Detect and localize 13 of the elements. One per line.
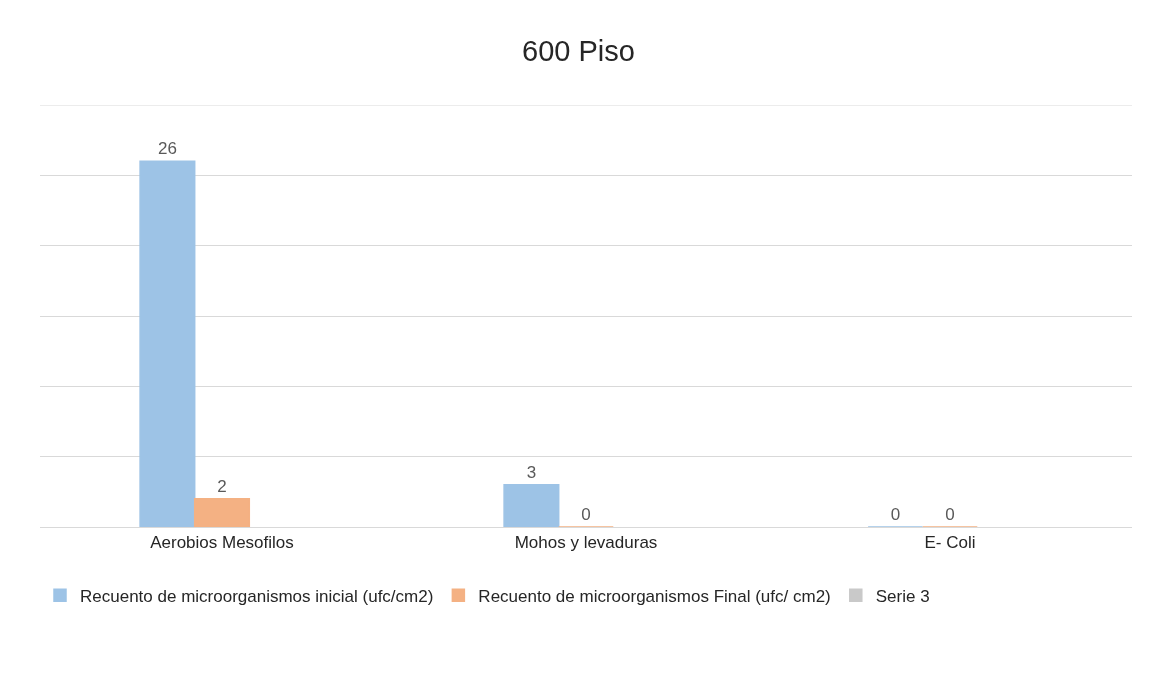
data-label: 3 bbox=[526, 462, 537, 482]
data-label: 0 bbox=[581, 505, 591, 524]
legend-label: Recuento de microorganismos inicial (ufc/cm2) bbox=[80, 586, 434, 606]
data-label: 0 bbox=[890, 505, 901, 524]
x-tick-label: E- Coli bbox=[924, 533, 976, 553]
data-label: 2 bbox=[217, 476, 227, 496]
data-label: 0 bbox=[945, 505, 955, 524]
x-tick-label: Aerobios Mesofilos bbox=[150, 533, 294, 553]
x-tick-label: Mohos y levaduras bbox=[514, 533, 658, 553]
legend-label: Serie 3 bbox=[875, 586, 930, 606]
chart-title: 600 Piso bbox=[522, 34, 635, 67]
legend-label: Recuento de microorganismos Final (ufc/ cm2) bbox=[478, 586, 831, 606]
data-label: 26 bbox=[157, 139, 177, 159]
